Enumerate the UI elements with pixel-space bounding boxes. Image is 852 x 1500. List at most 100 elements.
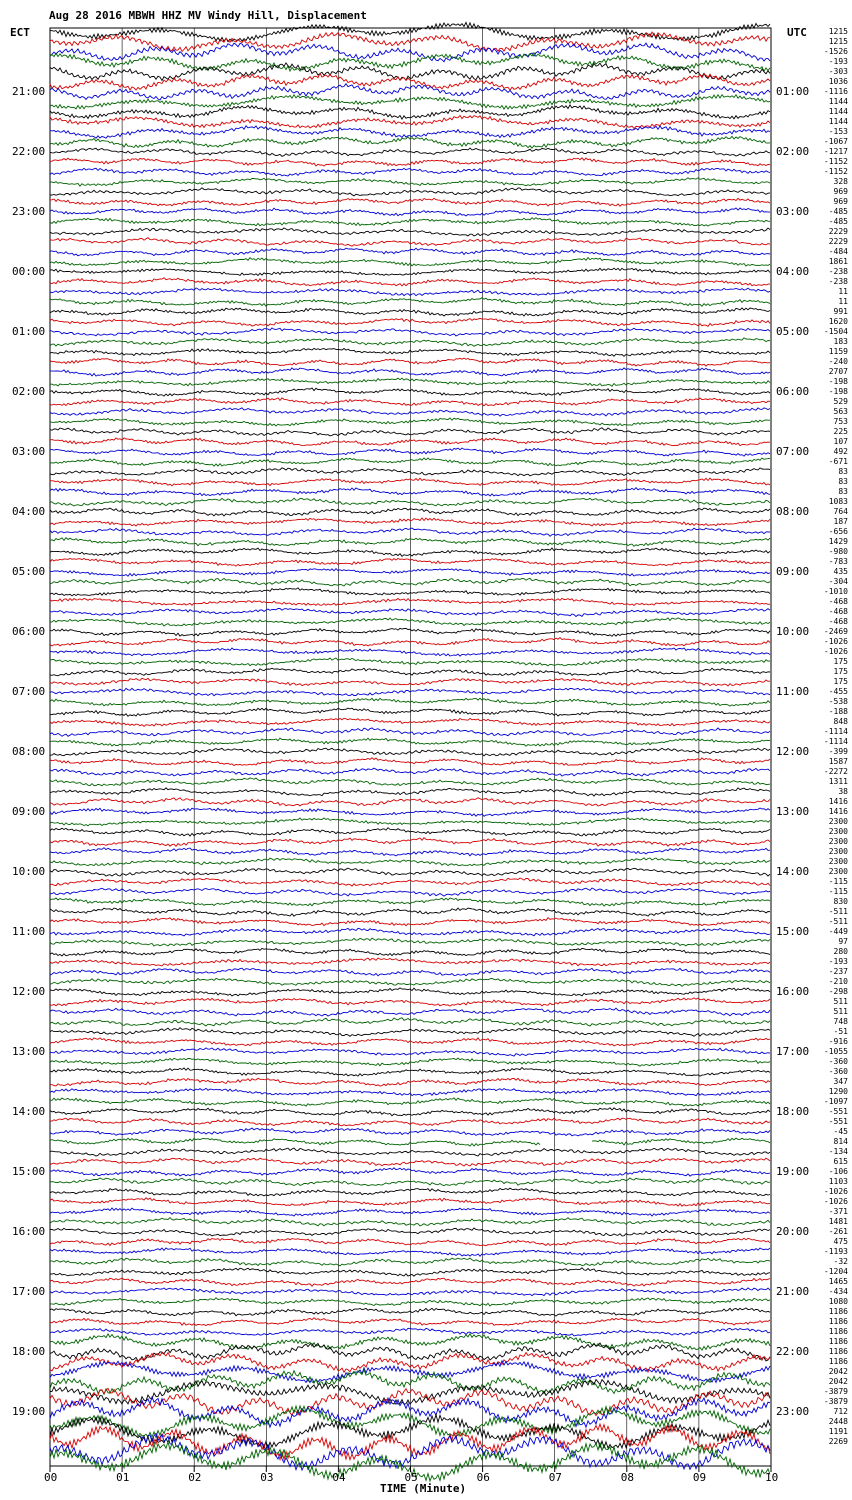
trace-value-label: -551 [828, 1117, 848, 1126]
right-hour-label: 22:00 [776, 1345, 810, 1358]
trace-value-label: 1186 [828, 1317, 848, 1326]
seismic-trace [49, 597, 770, 606]
seismic-trace [49, 497, 771, 507]
left-hour-label: 14:00 [12, 1105, 46, 1118]
trace-value-label: 615 [833, 1157, 848, 1166]
trace-value-label: 814 [833, 1137, 848, 1146]
trace-value-label: -360 [828, 1057, 848, 1066]
seismic-trace [49, 1127, 771, 1137]
seismic-trace [49, 1167, 771, 1177]
trace-value-label: -106 [828, 1167, 848, 1176]
seismic-trace [49, 1327, 771, 1337]
trace-value-label: -468 [828, 597, 848, 606]
trace-value-label: 748 [833, 1017, 848, 1026]
trace-value-label: 2269 [828, 1437, 848, 1446]
seismic-trace [49, 72, 771, 91]
seismic-traces [49, 21, 771, 1483]
right-hour-label: 18:00 [776, 1105, 810, 1118]
trace-value-label: 1083 [828, 497, 848, 506]
seismic-trace [49, 1137, 771, 1147]
trace-value-label: -511 [828, 917, 848, 926]
x-tick-label: 00 [44, 1471, 58, 1484]
trace-value-label: 2300 [828, 867, 848, 876]
trace-value-label: 2300 [828, 857, 848, 866]
seismic-trace [49, 487, 771, 497]
seismic-trace [49, 608, 771, 618]
left-hour-label: 07:00 [12, 685, 46, 698]
trace-value-label: 280 [833, 947, 848, 956]
seismic-trace [49, 637, 771, 647]
seismic-trace [49, 927, 771, 937]
trace-value-label: -134 [828, 1147, 848, 1156]
trace-value-label: -468 [828, 607, 848, 616]
seismic-trace [49, 807, 771, 817]
trace-value-label: -1067 [823, 137, 848, 146]
seismic-trace [49, 347, 771, 357]
seismic-trace [49, 51, 771, 73]
seismic-trace [49, 1287, 771, 1297]
seismic-trace [49, 21, 771, 43]
trace-value-label: 475 [833, 1237, 848, 1246]
trace-value-label: 2300 [828, 817, 848, 826]
seismic-trace [49, 1342, 771, 1362]
seismic-trace [49, 1097, 771, 1107]
trace-value-label: 712 [833, 1407, 848, 1416]
trace-value-label: -449 [828, 927, 848, 936]
seismic-trace [49, 337, 771, 347]
right-hour-label: 17:00 [776, 1045, 810, 1058]
seismic-trace [49, 667, 771, 677]
trace-value-label: 1416 [828, 807, 848, 816]
trace-value-label: -298 [828, 987, 848, 996]
trace-value-label: -783 [828, 557, 848, 566]
trace-value-label: 1186 [828, 1357, 848, 1366]
seismic-trace [49, 577, 771, 587]
trace-value-label: -1097 [823, 1097, 848, 1106]
seismic-trace [49, 197, 771, 207]
trace-value-label: 1191 [828, 1427, 848, 1436]
seismic-trace [49, 967, 771, 977]
trace-value-label: 511 [833, 997, 848, 1006]
seismic-trace [49, 307, 771, 317]
seismic-trace [49, 1404, 771, 1440]
trace-value-label: -115 [828, 877, 848, 886]
seismic-trace [49, 587, 771, 597]
trace-value-label: 328 [833, 177, 848, 186]
left-hour-label: 11:00 [12, 925, 46, 938]
trace-value-label: -671 [828, 457, 848, 466]
trace-value-label: -980 [828, 547, 848, 556]
left-hour-label: 15:00 [12, 1165, 46, 1178]
seismic-trace [49, 517, 771, 527]
seismic-trace [49, 997, 771, 1007]
seismic-trace [49, 697, 771, 707]
trace-value-label: 1186 [828, 1347, 848, 1356]
seismic-trace [49, 317, 771, 328]
seismic-trace [49, 1207, 771, 1217]
seismic-trace [49, 507, 771, 517]
trace-value-label: 38 [838, 787, 848, 796]
seismic-trace [49, 707, 771, 717]
right-hour-label: 05:00 [776, 325, 810, 338]
trace-value-label: 848 [833, 717, 848, 726]
trace-value-label: -3879 [823, 1387, 848, 1396]
seismic-trace [49, 1047, 771, 1057]
trace-value-label: -916 [828, 1037, 848, 1046]
trace-value-label: -485 [828, 207, 848, 216]
trace-value-label: -1026 [823, 647, 848, 656]
left-hour-label: 08:00 [12, 745, 46, 758]
trace-value-label: 183 [833, 337, 848, 346]
right-hour-label: 09:00 [776, 565, 810, 578]
seismic-trace [49, 357, 771, 367]
trace-value-label: 11 [838, 297, 848, 306]
trace-value-label: -360 [828, 1067, 848, 1076]
trace-value-label: 2042 [828, 1367, 848, 1376]
trace-value-label: 2707 [828, 367, 848, 376]
seismic-trace [49, 547, 771, 557]
trace-value-label: 969 [833, 187, 848, 196]
trace-value-label: -1114 [823, 737, 848, 746]
trace-value-label: 175 [833, 677, 848, 686]
seismic-trace [49, 1332, 771, 1351]
seismic-trace [49, 617, 771, 627]
trace-value-label: 1465 [828, 1277, 848, 1286]
left-hour-label: 01:00 [12, 325, 46, 338]
seismic-trace [49, 907, 771, 917]
